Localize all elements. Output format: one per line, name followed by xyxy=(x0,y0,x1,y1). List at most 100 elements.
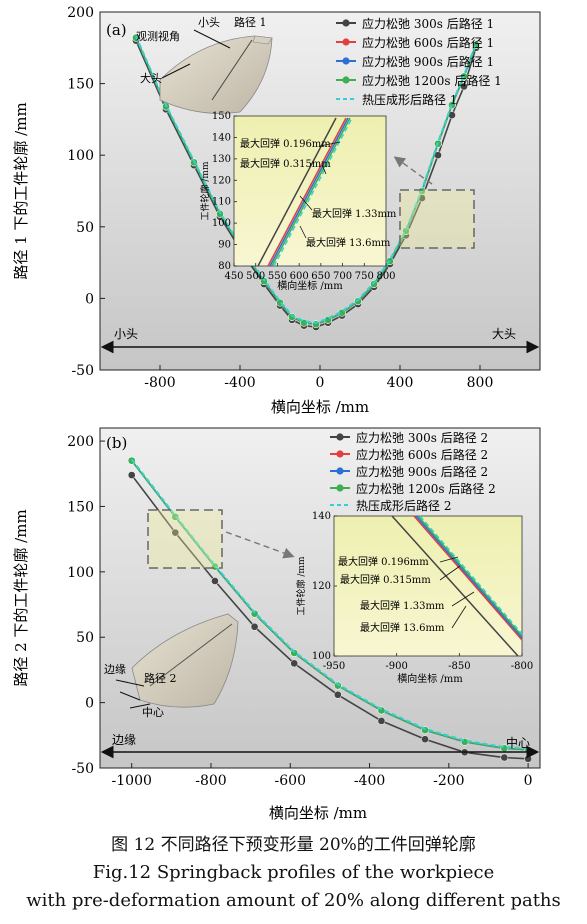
series-point-4 xyxy=(312,320,320,329)
x-tick-label: -400 xyxy=(354,773,385,789)
arrow-b-left-label: 边缘 xyxy=(112,733,136,747)
y-tick-label: -50 xyxy=(71,761,94,777)
x-tick-label: -800 xyxy=(144,375,175,391)
panel-b: -1000 -800 -600 -400 -200 0 -50 0 50 100 150 200 (b… xyxy=(12,427,541,822)
sketch-b-path: 路径 2 xyxy=(144,672,177,685)
panel-a: -800 -400 0 400 800 -50 0 50 100 150 200 (a) 路径 1 … xyxy=(12,5,541,416)
series-point-1 xyxy=(250,622,259,631)
x-tick-label: -800 xyxy=(195,773,226,789)
y-tick-label: 200 xyxy=(67,434,94,450)
inset-a-annotation-0315: 最大回弹 0.315mm xyxy=(240,157,331,170)
caption-english-line1: Fig.12 Springback profiles of the workpi… xyxy=(92,862,495,883)
legend-b-hot: 热压成形后路径 2 xyxy=(356,498,451,513)
inset-x-tick-label: -850 xyxy=(448,661,470,672)
inset-line-5 xyxy=(419,515,523,635)
inset-b-annotation-0315: 最大回弹 0.315mm xyxy=(340,573,431,586)
legend-a-600s: 应力松弛 600s 后路径 1 xyxy=(362,35,494,50)
panel-b-label: (b) xyxy=(106,434,127,452)
inset-a-annotation-133: 最大回弹 1.33mm xyxy=(312,207,397,220)
series-point-4 xyxy=(250,609,259,618)
series-line-5 xyxy=(130,458,529,750)
inset-y-tick-label: 100 xyxy=(212,218,231,229)
x-tick-label: -200 xyxy=(433,773,464,789)
inset-x-tick-label: -950 xyxy=(323,661,345,672)
sketch-a-big-end: 大头 xyxy=(140,71,162,85)
caption-english-line2: with pre-deformation amount of 20% along… xyxy=(26,890,561,911)
inset-y-tick-label: 140 xyxy=(312,511,331,522)
x-tick-label: -400 xyxy=(224,375,255,391)
inset-line-1 xyxy=(257,117,337,267)
panel-a-workpiece-sketch: 观测视角 小头 路径 1 大头 xyxy=(136,16,273,114)
sketch-b-edge: 边缘 xyxy=(104,663,126,676)
x-tick-label: 400 xyxy=(387,375,414,391)
inset-x-tick-label: -900 xyxy=(385,661,407,672)
y-tick-label: 0 xyxy=(85,291,94,307)
x-tick-label: 800 xyxy=(467,375,494,391)
inset-x-tick-label: 500 xyxy=(246,271,265,282)
legend-a-hot: 热压成形后路径 1 xyxy=(362,92,457,107)
panel-b-direction-arrow: 边缘 中心 xyxy=(100,733,540,759)
inset-y-tick-label: 100 xyxy=(312,651,331,662)
panel-a-series xyxy=(132,33,480,331)
arrow-a-left-label: 小头 xyxy=(114,327,138,341)
inset-line-2 xyxy=(413,515,523,641)
y-tick-label: 50 xyxy=(76,630,94,646)
y-tick-label: 0 xyxy=(85,696,94,712)
inset-x-tick-label: 600 xyxy=(290,271,309,282)
inset-y-tick-label: 140 xyxy=(212,132,231,143)
inset-x-tick-label: 700 xyxy=(333,271,352,282)
legend-b-900s: 应力松弛 900s 后路径 2 xyxy=(356,464,488,479)
x-tick-label: -1000 xyxy=(112,773,152,789)
x-tick-label: 0 xyxy=(524,773,533,789)
panel-b-workpiece-sketch: 边缘 路径 2 中心 xyxy=(104,613,239,719)
series-point-1 xyxy=(171,528,180,537)
inset-x-tick-label: 750 xyxy=(355,271,374,282)
panel-b-zoom-pointer xyxy=(225,531,295,559)
panel-b-legend: 应力松弛 300s 后路径 2 应力松弛 600s 后路径 2 应力松弛 900… xyxy=(330,430,496,513)
panel-a-label: (a) xyxy=(106,21,127,39)
inset-b-annotation-0196: 最大回弹 0.196mm xyxy=(338,555,429,568)
inset-b-annotation-133: 最大回弹 1.33mm xyxy=(360,599,445,612)
inset-x-tick-label: 450 xyxy=(224,271,243,282)
panel-a-zoom-box xyxy=(399,189,475,249)
inset-y-tick-label: 90 xyxy=(218,240,231,251)
legend-b-300s: 应力松弛 300s 后路径 2 xyxy=(356,430,488,445)
inset-y-tick-label: 150 xyxy=(212,111,231,122)
inset-line-3 xyxy=(415,515,523,639)
inset-line-2 xyxy=(267,117,347,267)
panel-a-axes: -800 -400 0 400 800 -50 0 50 100 150 200 xyxy=(67,5,493,391)
inset-y-tick-label: 120 xyxy=(212,175,231,186)
legend-a-900s: 应力松弛 900s 后路径 1 xyxy=(362,54,494,69)
legend-b-600s: 应力松弛 600s 后路径 2 xyxy=(356,447,488,462)
panel-a-direction-arrow: 小头 大头 xyxy=(100,327,540,354)
x-tick-label: 0 xyxy=(316,375,325,391)
inset-b-annotation-136: 最大回弹 13.6mm xyxy=(360,621,445,634)
x-tick-label: -600 xyxy=(275,773,306,789)
arrow-a-right-label: 大头 xyxy=(492,327,516,341)
sketch-a-path: 路径 1 xyxy=(234,16,267,29)
panel-b-y-axis-label: 路径 2 下的工件轮廓 /mm xyxy=(12,509,30,686)
inset-a-annotation-0196: 最大回弹 0.196mm xyxy=(240,137,331,150)
panel-a-zoom-pointer xyxy=(393,156,433,185)
series-point-1 xyxy=(290,659,299,668)
panel-a-y-axis-label: 路径 1 下的工件轮廓 /mm xyxy=(12,102,30,279)
inset-y-tick-label: 80 xyxy=(218,261,231,272)
arrow-b-right-label: 中心 xyxy=(506,735,530,750)
inset-x-tick-label: 800 xyxy=(376,271,395,282)
inset-b-x-label: 横向坐标 /mm xyxy=(397,672,463,685)
panel-b-inset: -950 -900 -850 -800 100 120 140 工件轮廓 /mm 横向坐标 … xyxy=(295,511,533,685)
panel-b-zoom-box xyxy=(147,509,223,569)
inset-x-tick-label: 650 xyxy=(311,271,330,282)
inset-line-1 xyxy=(391,515,519,657)
series-point-1 xyxy=(421,735,429,744)
inset-line-4 xyxy=(417,515,523,637)
y-tick-label: -50 xyxy=(71,363,94,379)
y-tick-label: 100 xyxy=(67,565,94,581)
panel-b-x-axis-label: 横向坐标 /mm xyxy=(269,804,367,822)
panel-a-legend: 应力松弛 300s 后路径 1 应力松弛 600s 后路径 1 应力松弛 900… xyxy=(336,16,502,107)
inset-a-y-label: 工件轮廓 /mm xyxy=(199,161,211,220)
series-point-1 xyxy=(377,717,386,725)
y-tick-label: 200 xyxy=(67,5,94,21)
sketch-b-center: 中心 xyxy=(142,706,164,719)
inset-x-tick-label: 550 xyxy=(268,271,287,282)
